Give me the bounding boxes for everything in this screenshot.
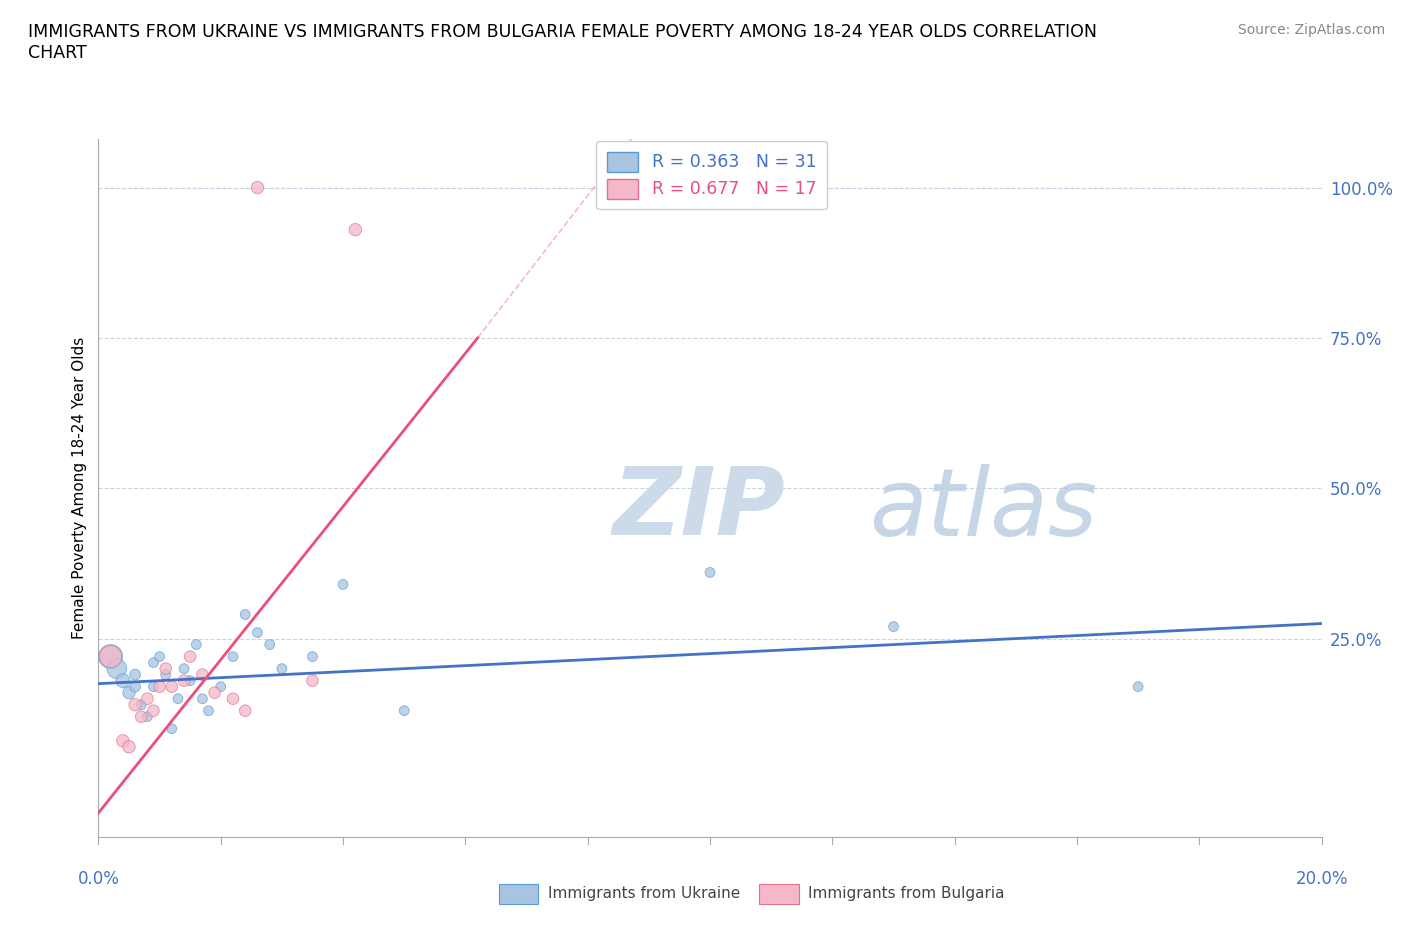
Point [142, 656, 165, 671]
Point [204, 685, 226, 700]
Point [179, 673, 201, 688]
Point [301, 673, 323, 688]
Point [111, 673, 134, 688]
Point [149, 649, 172, 664]
Point [179, 649, 201, 664]
Text: Immigrants from Bulgaria: Immigrants from Bulgaria [808, 886, 1005, 901]
Point [222, 691, 245, 706]
Point [105, 661, 128, 676]
Point [136, 710, 159, 724]
Point [160, 679, 183, 694]
Point [124, 698, 146, 712]
Point [136, 691, 159, 706]
Point [155, 667, 177, 682]
Text: atlas: atlas [869, 464, 1097, 554]
Text: Immigrants from Ukraine: Immigrants from Ukraine [548, 886, 741, 901]
Point [129, 698, 152, 712]
Point [344, 222, 367, 237]
Point [142, 679, 165, 694]
Point [301, 649, 323, 664]
Point [259, 637, 281, 652]
Point [167, 691, 190, 706]
Legend: R = 0.363   N = 31, R = 0.677   N = 17: R = 0.363 N = 31, R = 0.677 N = 17 [596, 141, 827, 209]
Point [392, 703, 416, 718]
Point [246, 625, 269, 640]
Text: IMMIGRANTS FROM UKRAINE VS IMMIGRANTS FROM BULGARIA FEMALE POVERTY AMONG 18-24 Y: IMMIGRANTS FROM UKRAINE VS IMMIGRANTS FR… [28, 23, 1097, 62]
Point [246, 180, 269, 195]
Point [173, 673, 195, 688]
Point [883, 619, 905, 634]
Point [332, 577, 354, 591]
Point [100, 649, 122, 664]
Point [118, 739, 141, 754]
Point [197, 703, 219, 718]
Y-axis label: Female Poverty Among 18-24 Year Olds: Female Poverty Among 18-24 Year Olds [72, 338, 87, 640]
Point [233, 607, 256, 622]
Text: 20.0%: 20.0% [1295, 870, 1348, 888]
Point [111, 734, 134, 749]
Point [118, 685, 141, 700]
Text: Source: ZipAtlas.com: Source: ZipAtlas.com [1237, 23, 1385, 37]
Point [209, 679, 232, 694]
Point [155, 661, 177, 676]
Point [1128, 679, 1150, 694]
Text: 0.0%: 0.0% [77, 870, 120, 888]
Point [186, 637, 208, 652]
Point [124, 667, 146, 682]
Point [191, 691, 214, 706]
Point [149, 679, 172, 694]
Text: ZIP: ZIP [612, 463, 785, 555]
Point [222, 649, 245, 664]
Point [699, 565, 721, 580]
Point [233, 703, 256, 718]
Point [191, 667, 214, 682]
Point [100, 649, 122, 664]
Point [142, 703, 165, 718]
Point [160, 722, 183, 737]
Point [173, 661, 195, 676]
Point [270, 661, 292, 676]
Point [129, 710, 152, 724]
Point [124, 679, 146, 694]
